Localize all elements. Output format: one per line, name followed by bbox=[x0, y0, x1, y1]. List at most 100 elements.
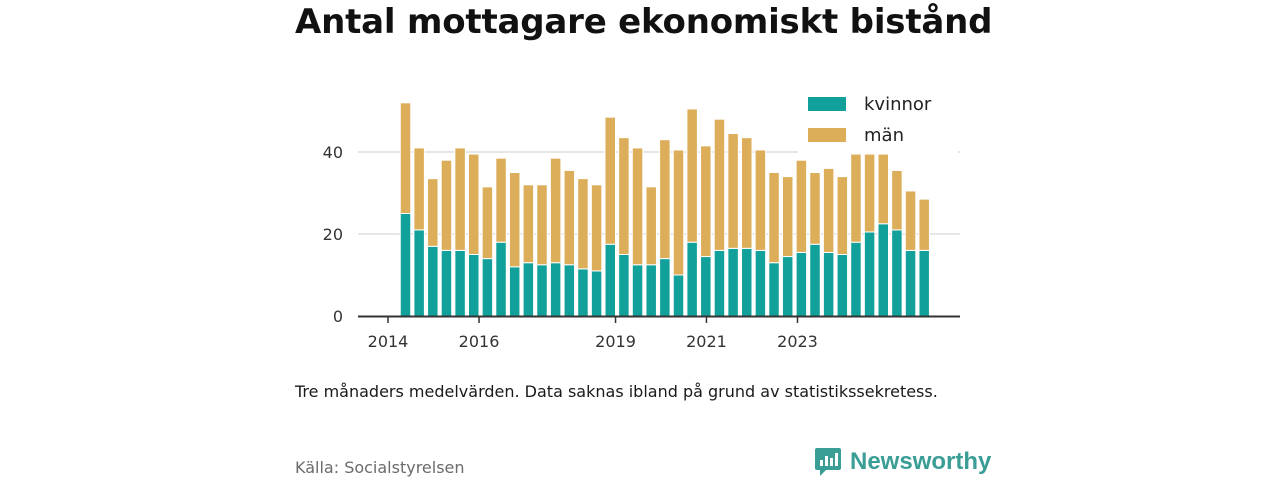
bar-man bbox=[741, 137, 753, 249]
legend-swatch bbox=[808, 128, 846, 142]
x-tick-label: 2014 bbox=[368, 332, 409, 351]
bar-man bbox=[413, 147, 425, 231]
bar-kvinnor bbox=[399, 213, 412, 317]
bar-kvinnor bbox=[508, 266, 521, 317]
bar-man bbox=[768, 172, 780, 264]
bar-kvinnor bbox=[454, 249, 466, 317]
bar-man bbox=[440, 159, 453, 251]
bar-kvinnor bbox=[836, 254, 849, 317]
bar-kvinnor bbox=[863, 231, 876, 317]
bar-kvinnor bbox=[741, 247, 753, 317]
bar-kvinnor bbox=[440, 249, 453, 317]
brand-name: Newsworthy bbox=[850, 448, 992, 475]
legend-swatch bbox=[808, 97, 846, 111]
bar-kvinnor bbox=[822, 251, 835, 317]
bar-man bbox=[427, 178, 439, 247]
legend: kvinnor män bbox=[798, 85, 958, 153]
bar-man bbox=[877, 153, 889, 225]
bar-kvinnor bbox=[754, 249, 767, 317]
bar-man bbox=[727, 133, 739, 249]
x-tick-label: 2023 bbox=[777, 332, 818, 351]
bar-kvinnor bbox=[577, 268, 589, 317]
bar-man bbox=[686, 108, 698, 243]
bar-man bbox=[891, 169, 903, 231]
bar-kvinnor bbox=[877, 223, 889, 317]
bar-man bbox=[659, 139, 671, 260]
bar-kvinnor bbox=[468, 254, 480, 317]
bar-man bbox=[495, 157, 507, 243]
y-tick-label: 40 bbox=[323, 143, 343, 162]
bar-man bbox=[577, 178, 589, 270]
bar-man bbox=[631, 147, 644, 266]
bar-kvinnor bbox=[481, 258, 494, 317]
bar-kvinnor bbox=[904, 249, 917, 317]
bar-kvinnor bbox=[781, 256, 794, 317]
bar-kvinnor bbox=[795, 251, 808, 317]
bar-man bbox=[645, 186, 657, 266]
bar-kvinnor bbox=[918, 249, 930, 317]
bar-kvinnor bbox=[413, 229, 425, 317]
bar-man bbox=[481, 186, 494, 260]
chart-note: Tre månaders medelvärden. Data saknas ib… bbox=[295, 382, 938, 401]
bar-kvinnor bbox=[713, 249, 726, 317]
bar-kvinnor bbox=[631, 264, 644, 317]
bar-kvinnor bbox=[590, 270, 603, 317]
bar-kvinnor bbox=[768, 262, 780, 317]
axes: 0 20 40 2014 2016 2019 2021 2023 bbox=[323, 143, 960, 351]
bar-man bbox=[522, 184, 535, 264]
bar-kvinnor bbox=[536, 264, 548, 317]
bar-man bbox=[700, 145, 712, 258]
bar-man bbox=[508, 172, 521, 268]
bar-kvinnor bbox=[618, 254, 630, 317]
bar-man bbox=[754, 149, 767, 251]
bar-man bbox=[836, 176, 849, 256]
brand-logo[interactable]: Newsworthy bbox=[814, 446, 991, 478]
y-tick-label: 20 bbox=[323, 225, 343, 244]
bar-man bbox=[618, 137, 630, 255]
bar-man bbox=[604, 116, 616, 245]
bar-kvinnor bbox=[495, 241, 507, 317]
bar-man bbox=[563, 169, 576, 266]
bar-kvinnor bbox=[645, 264, 657, 317]
bar-man bbox=[672, 149, 685, 276]
bar-kvinnor bbox=[659, 258, 671, 317]
bar-man bbox=[904, 190, 917, 251]
legend-label: män bbox=[864, 125, 904, 146]
bar-man bbox=[795, 159, 808, 253]
bar-man bbox=[536, 184, 548, 266]
bar-man bbox=[918, 198, 930, 251]
bar-man bbox=[590, 184, 603, 272]
bar-kvinnor bbox=[700, 256, 712, 317]
bar-man bbox=[809, 172, 821, 245]
x-tick-label: 2021 bbox=[686, 332, 727, 351]
bar-kvinnor bbox=[427, 245, 439, 317]
bar-kvinnor bbox=[604, 243, 616, 317]
bar-man bbox=[468, 153, 480, 255]
x-tick-label: 2019 bbox=[595, 332, 636, 351]
bar-man bbox=[713, 118, 726, 251]
bar-kvinnor bbox=[727, 247, 739, 317]
newsworthy-logo-icon bbox=[815, 448, 841, 476]
source-label: Källa: Socialstyrelsen bbox=[295, 458, 465, 477]
bars bbox=[399, 102, 930, 317]
bar-kvinnor bbox=[850, 241, 862, 317]
bar-man bbox=[822, 167, 835, 253]
bar-man bbox=[399, 102, 412, 214]
bar-man bbox=[850, 153, 862, 243]
bar-kvinnor bbox=[809, 243, 821, 317]
bar-kvinnor bbox=[891, 229, 903, 317]
x-tick-label: 2016 bbox=[459, 332, 500, 351]
bar-kvinnor bbox=[563, 264, 576, 317]
bar-man bbox=[863, 153, 876, 233]
bar-kvinnor bbox=[549, 262, 562, 317]
bar-kvinnor bbox=[686, 241, 698, 317]
bar-man bbox=[781, 176, 794, 258]
bar-kvinnor bbox=[522, 262, 535, 317]
legend-label: kvinnor bbox=[864, 94, 932, 115]
bar-man bbox=[454, 147, 466, 251]
chart-title: Antal mottagare ekonomiskt bistånd bbox=[295, 2, 993, 42]
bar-kvinnor bbox=[672, 274, 685, 317]
y-tick-label: 0 bbox=[333, 307, 343, 326]
bar-man bbox=[549, 157, 562, 264]
